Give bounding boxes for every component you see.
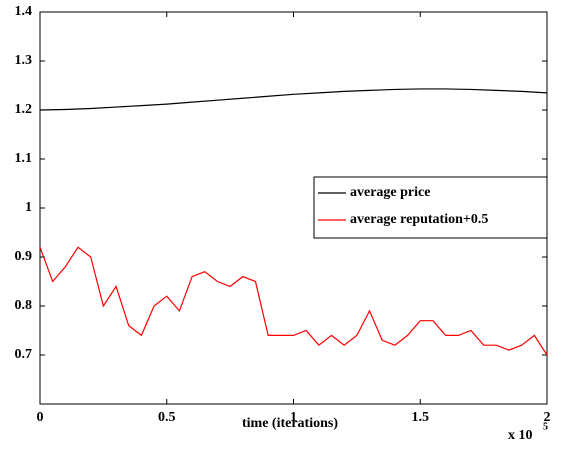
x-tick-label: 1.5 (412, 410, 430, 425)
y-tick-label: 1.3 (15, 53, 33, 68)
legend-box (313, 176, 548, 239)
legend-label: average reputation+0.5 (350, 212, 488, 227)
y-tick-label: 0.8 (15, 298, 33, 313)
y-tick-label: 1.4 (15, 4, 33, 19)
x-tick-label: 0.5 (158, 410, 176, 425)
legend-label: average price (350, 185, 430, 200)
y-tick-label: 0.9 (15, 249, 33, 264)
y-tick-label: 1.1 (15, 151, 33, 166)
line (39, 246, 548, 356)
line (39, 88, 548, 111)
x-axis-label: time (iterations) (242, 416, 338, 431)
x-tick-label: 1 (290, 410, 297, 425)
y-tick-label: 1.2 (15, 102, 33, 117)
x-multiplier-exponent: 5 (543, 421, 548, 432)
x-multiplier: x 10 (508, 428, 533, 443)
y-tick-label: 1 (25, 200, 32, 215)
x-tick-label: 2 (544, 410, 551, 425)
x-tick-label: 0 (37, 410, 44, 425)
y-tick-label: 0.7 (15, 347, 33, 362)
